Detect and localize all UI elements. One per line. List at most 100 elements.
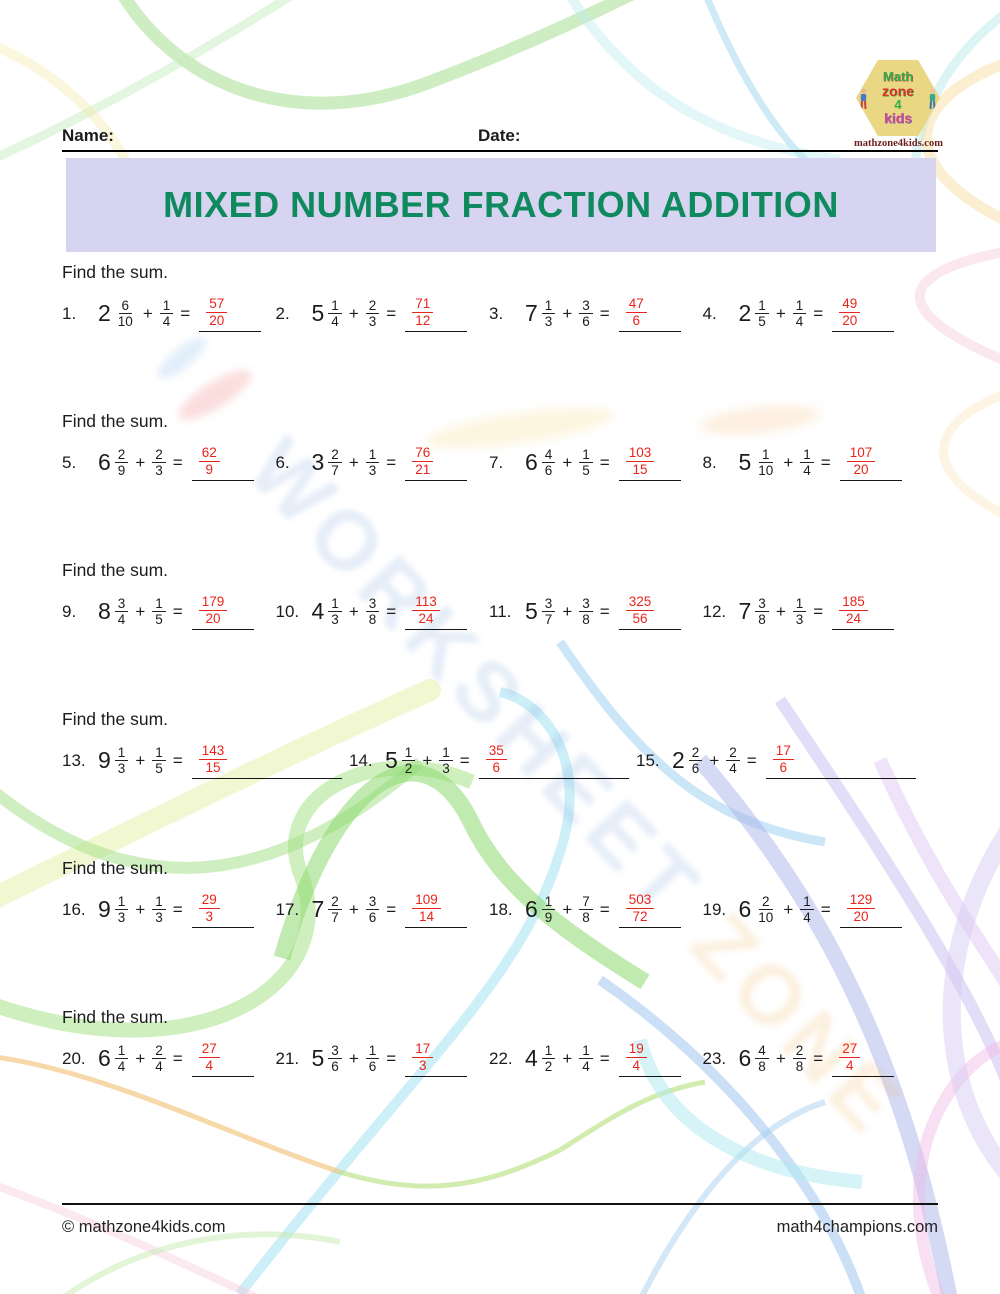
problem-expression: 7 2 7 + 3 6 = 109 14 [312,892,468,928]
problem: 23. 6 4 8 + 2 8 = 27 4 [703,1041,895,1077]
name-date-header: Name: Date: [62,124,938,152]
frac1-den: 2 [404,761,413,777]
answer-den: 24 [845,610,861,626]
whole-number: 4 [311,598,325,625]
problem: 22. 4 1 2 + 1 4 = 19 4 [489,1041,703,1077]
answer-num: 109 [412,892,441,909]
answer-fraction: 17 3 [412,1041,434,1074]
answer-area: 35 6 [478,743,629,779]
answer-num: 129 [846,892,876,909]
second-fraction: 2 3 [365,298,380,331]
answer-den: 3 [205,908,213,924]
answer-blank-line [832,628,895,630]
problem: 8. 5 1 10 + 1 4 = 107 20 [703,445,902,481]
equals-sign: = [172,750,183,770]
whole-number: 2 [672,747,685,774]
frac1-den: 6 [544,463,553,479]
answer-fraction: 185 24 [839,594,868,627]
equals-sign: = [386,303,397,323]
problem-expression: 6 4 8 + 2 8 = 27 4 [739,1041,895,1077]
problem-expression: 2 1 5 + 1 4 = 49 20 [739,296,895,332]
frac2-num: 1 [159,298,174,315]
plus-operator: + [709,750,720,770]
answer-fraction: 325 56 [625,594,655,627]
problems-row: 9. 8 3 4 + 1 5 = 179 20 10. 4 [62,594,938,630]
answer-blank-line [191,926,254,928]
section-instruction: Find the sum. [62,560,169,580]
frac1-num: 1 [114,1043,129,1060]
frac1-den: 7 [331,463,339,479]
plus-operator: + [422,750,433,770]
frac1-den: 8 [758,1059,766,1075]
equals-sign: = [172,899,183,919]
problem: 10. 4 1 3 + 3 8 = 113 24 [276,594,490,630]
problems-row: 20. 6 1 4 + 2 4 = 27 4 21. 5 [62,1041,938,1077]
whole-number: 5 [311,300,325,327]
frac1-den: 10 [758,463,774,479]
problem-number: 13. [62,750,86,770]
answer-area: 62 9 [191,445,254,481]
answer-blank-line [405,926,468,928]
answer-den: 20 [853,908,869,924]
answer-num: 503 [625,892,655,909]
answer-blank-line [832,330,895,332]
whole-number: 6 [98,449,111,476]
plus-operator: + [775,1048,786,1068]
second-fraction: 1 3 [152,894,166,927]
first-fraction: 1 3 [328,596,342,629]
problem-expression: 2 2 6 + 2 4 = 17 6 [672,743,916,779]
answer-fraction: 17 6 [772,743,794,776]
frac1-num: 1 [759,447,773,464]
problem-number: 17. [275,899,300,919]
answer-fraction: 103 15 [625,445,655,478]
second-fraction: 1 4 [579,1043,593,1076]
first-fraction: 1 2 [401,745,416,778]
whole-number: 8 [98,598,111,625]
kid-left-icon [860,88,867,110]
problem-expression: 8 3 4 + 1 5 = 179 20 [98,594,254,630]
frac1-den: 4 [117,612,126,628]
plus-operator: + [348,1048,359,1068]
frac1-num: 1 [328,596,342,613]
frac2-den: 4 [795,314,804,330]
problem: 18. 6 1 9 + 7 8 = 503 72 [489,892,703,928]
frac1-num: 3 [114,596,129,613]
equals-sign: = [599,601,610,621]
problem-section: Find the sum. 5. 6 2 9 + 2 3 = 62 9 [62,411,938,560]
problems-row: 1. 2 6 10 + 1 4 = 57 20 2. 5 [62,296,938,332]
frac2-den: 6 [368,1059,377,1075]
answer-num: 57 [206,296,228,313]
answer-num: 29 [198,892,220,909]
frac2-den: 4 [155,1059,163,1075]
frac1-den: 10 [117,314,133,330]
answer-fraction: 57 20 [206,296,228,329]
second-fraction: 7 8 [579,894,593,927]
problem-number: 19. [702,899,727,919]
frac1-den: 6 [331,1059,339,1075]
answer-num: 113 [412,594,440,611]
problem: 17. 7 2 7 + 3 6 = 109 14 [276,892,490,928]
problem-expression: 7 1 3 + 3 6 = 47 6 [525,296,681,332]
answer-blank-line [199,330,262,332]
first-fraction: 3 7 [541,596,556,629]
answer-fraction: 71 12 [412,296,434,329]
frac2-num: 1 [579,447,593,464]
second-fraction: 1 3 [792,596,807,629]
answer-area: 103 15 [618,445,681,481]
equals-sign: = [599,452,610,472]
answer-den: 20 [205,610,221,626]
frac1-num: 1 [401,745,416,762]
second-fraction: 1 4 [159,298,174,331]
plus-operator: + [348,899,359,919]
problem-number: 18. [489,899,513,919]
second-fraction: 2 8 [792,1043,807,1076]
answer-num: 47 [625,296,647,313]
problems-row: 13. 9 1 3 + 1 5 = 143 15 14. [62,743,938,779]
answer-blank-line [191,1075,254,1077]
frac2-num: 3 [579,596,593,613]
frac2-den: 3 [368,314,377,330]
first-fraction: 4 6 [541,447,556,480]
frac1-den: 7 [331,910,339,926]
frac1-den: 2 [544,1059,553,1075]
frac1-den: 7 [544,612,553,628]
